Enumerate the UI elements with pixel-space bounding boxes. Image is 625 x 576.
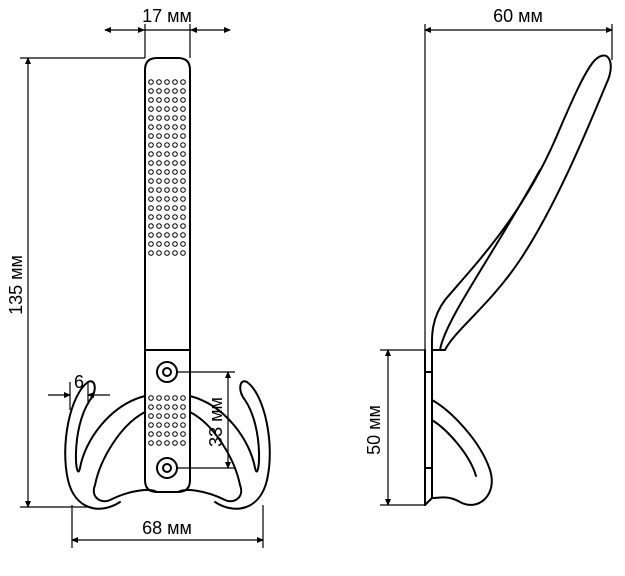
dim-label: 60 мм	[493, 6, 543, 26]
side-view: 60 мм 50 мм	[364, 6, 612, 505]
dim-50mm: 50 мм	[364, 350, 425, 505]
dim-68mm: 68 мм	[72, 505, 263, 548]
screw-holes	[157, 362, 177, 478]
hook-left	[65, 381, 157, 509]
dim-label: 50 мм	[364, 405, 384, 455]
dim-60mm: 60 мм	[425, 6, 612, 350]
dot-pattern-upper	[149, 80, 186, 256]
technical-drawing: 17 мм 135 мм 6 33 мм	[0, 0, 625, 576]
dot-pattern-lower	[149, 396, 186, 446]
dim-17mm: 17 мм	[105, 6, 230, 58]
dim-label: 135 мм	[6, 255, 26, 315]
dim-label: 68 мм	[142, 518, 192, 538]
dim-6: 6	[48, 372, 110, 410]
front-view: 17 мм 135 мм 6 33 мм	[6, 6, 270, 548]
dim-label: 17 мм	[142, 6, 192, 26]
dim-label: 6	[74, 372, 84, 392]
dim-33mm: 33 мм	[178, 372, 235, 468]
dim-135mm: 135 мм	[6, 58, 145, 507]
dim-label: 33 мм	[206, 397, 226, 447]
